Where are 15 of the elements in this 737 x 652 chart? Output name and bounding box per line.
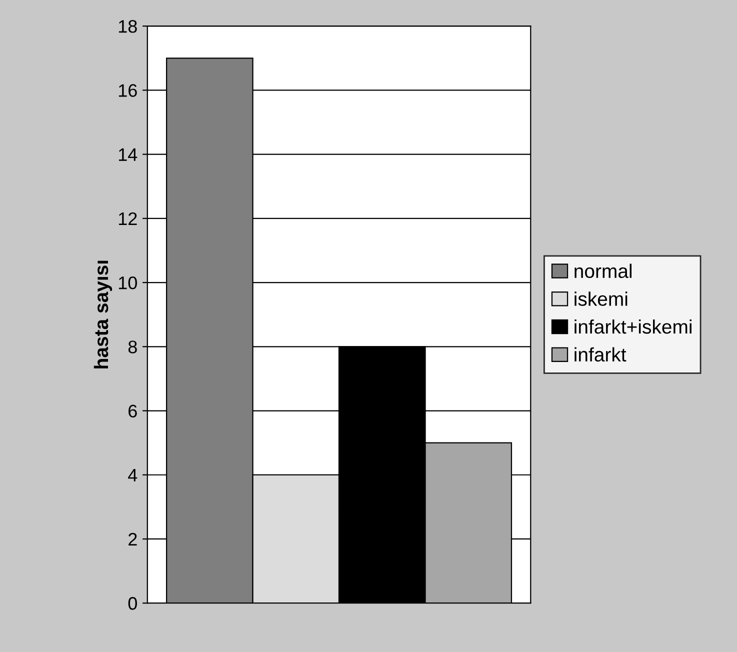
y-tick-label: 2 [128, 532, 137, 546]
legend-label: infarkt+iskemi [574, 319, 692, 334]
y-tick-label: 16 [118, 84, 137, 97]
y-tick-label: 12 [118, 212, 137, 225]
y-axis-title: hasta sayısı [94, 260, 112, 368]
y-tick-label: 8 [128, 340, 137, 354]
y-tick-label: 10 [118, 276, 137, 290]
y-tick-label: 14 [118, 148, 138, 161]
y-tick-label: 0 [128, 597, 137, 610]
legend-label: normal [574, 264, 632, 278]
y-tick-label: 18 [118, 20, 137, 33]
legend-label: infarkt [574, 347, 626, 362]
y-tick-label: 4 [128, 468, 138, 482]
legend-label: iskemi [574, 292, 628, 306]
y-tick-label: 6 [128, 404, 137, 418]
